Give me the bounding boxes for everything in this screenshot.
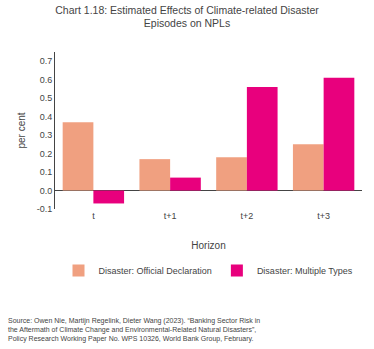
svg-text:t: t — [92, 211, 95, 221]
svg-text:Disaster: Official Declaration: Disaster: Official Declaration — [99, 266, 212, 276]
svg-text:0.4: 0.4 — [40, 112, 53, 122]
svg-text:0.2: 0.2 — [40, 149, 53, 159]
svg-text:0.0: 0.0 — [40, 186, 53, 196]
svg-text:0.5: 0.5 — [40, 93, 53, 103]
svg-text:0.1: 0.1 — [40, 167, 53, 177]
svg-text:Disaster: Multiple Types: Disaster: Multiple Types — [257, 266, 353, 276]
svg-text:-0.1: -0.1 — [37, 204, 53, 214]
svg-text:per cent: per cent — [16, 112, 27, 148]
svg-text:0.6: 0.6 — [40, 75, 53, 85]
svg-text:t+1: t+1 — [164, 211, 177, 221]
svg-text:t+2: t+2 — [240, 211, 253, 221]
svg-text:Horizon: Horizon — [191, 240, 225, 251]
svg-text:0.3: 0.3 — [40, 130, 53, 140]
svg-text:0.7: 0.7 — [40, 56, 53, 66]
svg-text:Chart 1.18: Estimated Effects: Chart 1.18: Estimated Effects of Climate… — [55, 4, 319, 30]
svg-text:t+3: t+3 — [317, 211, 330, 221]
svg-text:Source: Owen Nie, Martijn Rege: Source: Owen Nie, Martijn Regelink, Diet… — [8, 317, 260, 343]
